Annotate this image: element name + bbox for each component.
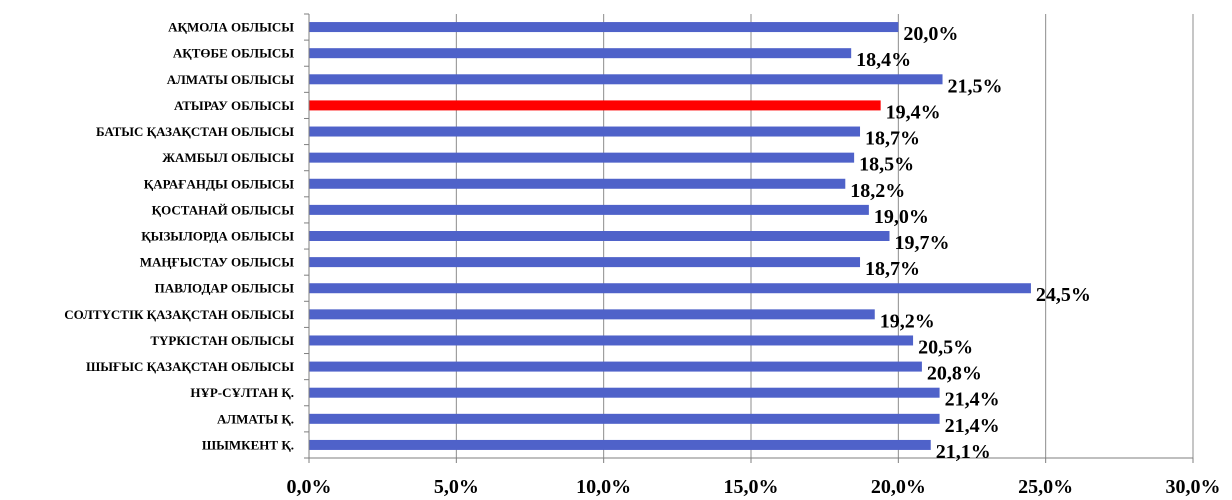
data-label: 21,4% — [945, 415, 1000, 437]
bar — [309, 335, 914, 346]
x-tick-labels: 0,0% 5,0% 10,0% 15,0% 20,0% 25,0% 30,0% — [287, 476, 1221, 498]
bar — [309, 439, 931, 450]
data-label: 21,4% — [945, 389, 1000, 411]
category-label: МАҢҒЫСТАУ ОБЛЫСЫ — [140, 255, 294, 270]
data-label: 18,4% — [856, 49, 911, 71]
category-label: АТЫРАУ ОБЛЫСЫ — [174, 98, 294, 113]
data-label: 20,8% — [927, 363, 982, 385]
category-label: АҚМОЛА ОБЛЫСЫ — [168, 20, 294, 35]
data-label: 18,7% — [865, 128, 920, 150]
x-tick-label: 15,0% — [724, 476, 779, 498]
bar — [309, 178, 846, 189]
x-tick-label: 25,0% — [1018, 476, 1073, 498]
data-label: 20,0% — [903, 23, 958, 45]
bar — [309, 152, 855, 163]
bar — [309, 22, 899, 33]
bar — [309, 48, 852, 59]
data-label: 18,2% — [850, 180, 905, 202]
data-label: 24,5% — [1036, 284, 1091, 306]
data-label: 19,7% — [894, 232, 949, 254]
bars — [309, 22, 1031, 450]
data-label: 19,0% — [874, 206, 929, 228]
category-label: ПАВЛОДАР ОБЛЫСЫ — [155, 281, 295, 296]
category-label: АЛМАТЫ Қ. — [217, 411, 294, 426]
data-label: 18,5% — [859, 154, 914, 176]
category-label: ҚАРАҒАНДЫ ОБЛЫСЫ — [144, 176, 294, 191]
data-label: 21,1% — [936, 441, 991, 463]
bar — [309, 74, 943, 85]
category-label: ҚЫЗЫЛОРДА ОБЛЫСЫ — [141, 229, 294, 244]
bar — [309, 231, 890, 241]
category-label: НҰР-СҰЛТАН Қ. — [190, 385, 294, 400]
category-label: ШЫҒЫС ҚАЗАҚСТАН ОБЛЫСЫ — [86, 359, 294, 374]
bar — [309, 100, 881, 111]
category-label: ТҮРКІСТАН ОБЛЫСЫ — [150, 333, 294, 348]
bar — [309, 126, 861, 137]
bar — [309, 283, 1031, 294]
category-label: АҚТӨБЕ ОБЛЫСЫ — [173, 46, 294, 61]
data-label: 20,5% — [918, 336, 973, 358]
x-tick-label: 20,0% — [871, 476, 926, 498]
bar — [309, 361, 922, 372]
data-labels: 20,0% 18,4% 21,5% 19,4% 18,7% 18,5% 18,2% 19,0%… — [850, 23, 1091, 463]
data-label: 19,2% — [880, 310, 935, 332]
category-label: ШЫМКЕНТ Қ. — [202, 437, 294, 452]
category-label: ЖАМБЫЛ ОБЛЫСЫ — [162, 150, 294, 165]
bar — [309, 309, 875, 320]
data-label: 18,7% — [865, 258, 920, 280]
category-label: АЛМАТЫ ОБЛЫСЫ — [167, 72, 294, 87]
category-label: БАТЫС ҚАЗАҚСТАН ОБЛЫСЫ — [96, 124, 294, 139]
data-label: 19,4% — [886, 101, 941, 123]
data-label: 21,5% — [948, 75, 1003, 97]
x-tick-label: 10,0% — [576, 476, 631, 498]
category-labels: АҚМОЛА ОБЛЫСЫ АҚТӨБЕ ОБЛЫСЫ АЛМАТЫ ОБЛЫСЫ А… — [64, 20, 294, 453]
x-tick-label: 0,0% — [287, 476, 332, 498]
axes — [304, 13, 1194, 463]
bar — [309, 413, 940, 424]
x-tick-label: 30,0% — [1166, 476, 1221, 498]
bar — [309, 387, 940, 398]
category-label: ҚОСТАНАЙ ОБЛЫСЫ — [152, 202, 295, 217]
x-tick-label: 5,0% — [434, 476, 479, 498]
category-label: СОЛТҮСТІК ҚАЗАҚСТАН ОБЛЫСЫ — [64, 307, 294, 322]
bar — [309, 257, 861, 268]
bar — [309, 204, 869, 215]
